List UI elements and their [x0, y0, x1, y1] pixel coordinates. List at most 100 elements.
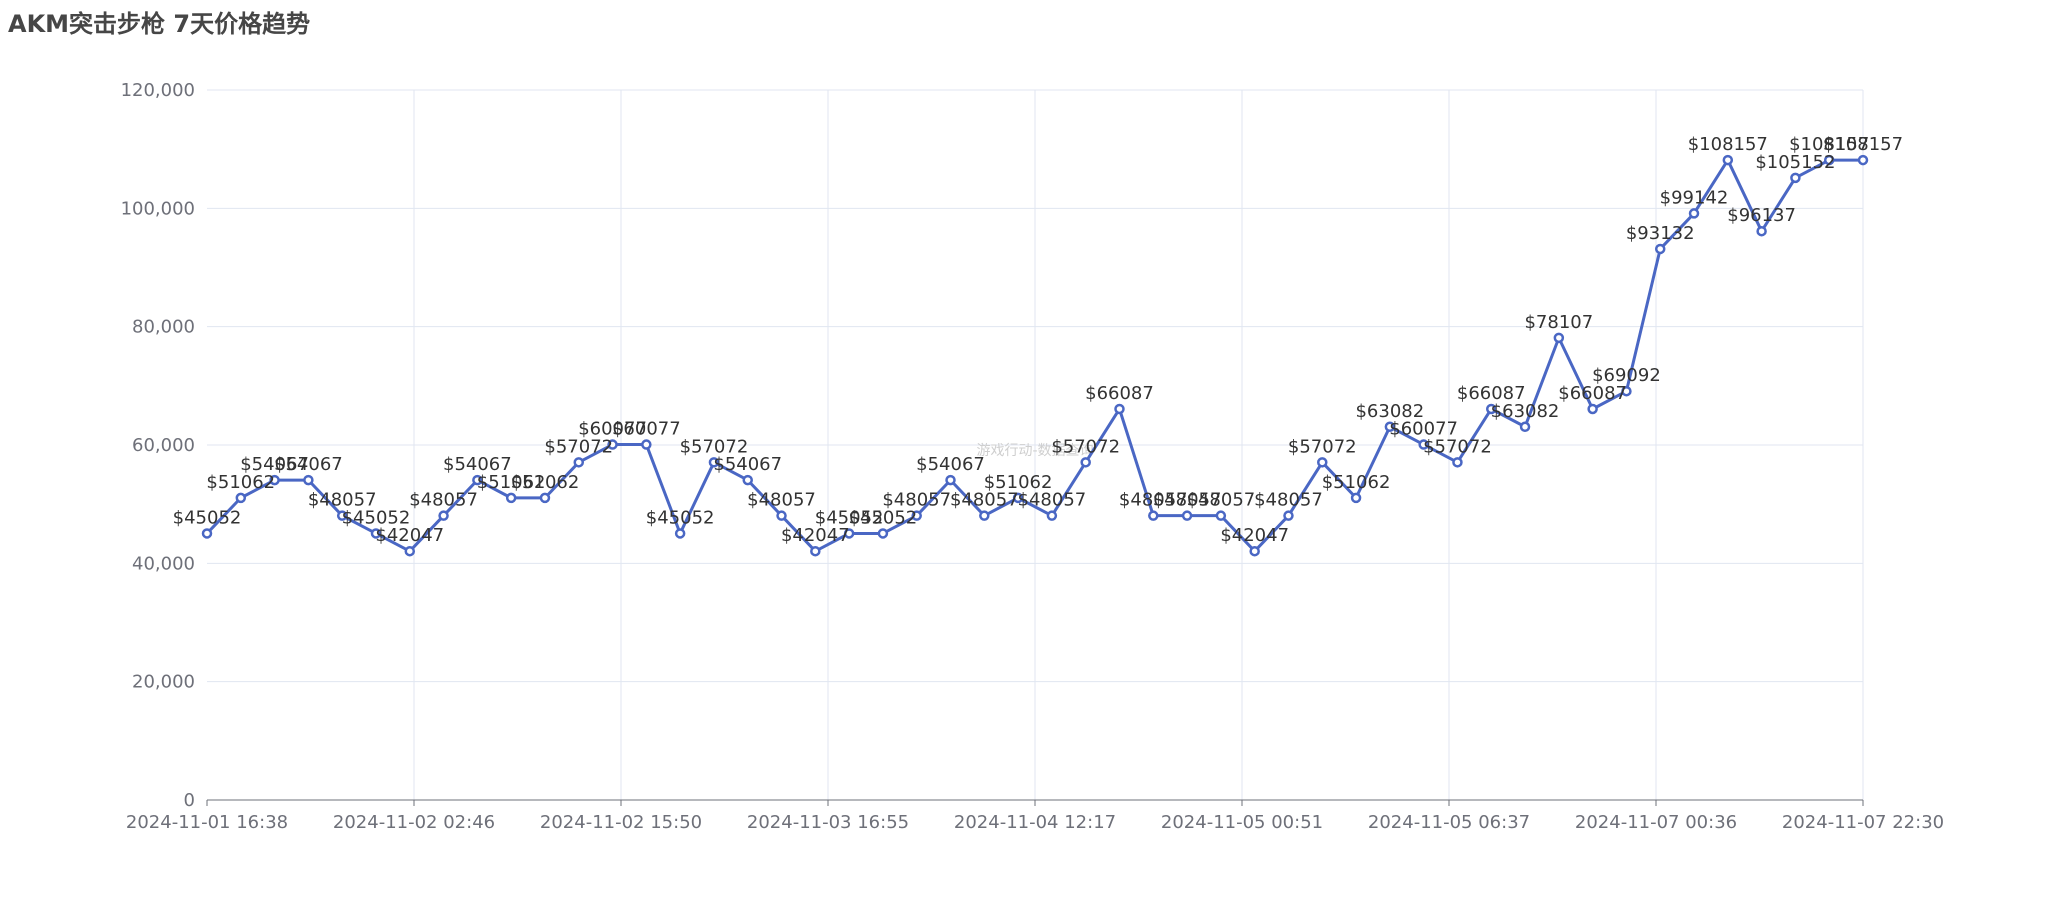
data-point	[1080, 457, 1091, 468]
data-point	[843, 528, 855, 539]
x-tick-label: 2024-11-07 00:36	[1575, 812, 1737, 833]
data-label: $51062	[1322, 472, 1391, 493]
x-tick-label: 2024-11-07 22:30	[1782, 812, 1944, 833]
data-point	[1688, 208, 1700, 219]
data-label: $108157	[1789, 134, 1869, 155]
data-point	[1249, 545, 1260, 557]
x-tick-label: 2024-11-02 02:46	[333, 812, 495, 833]
data-label: $48057	[747, 490, 816, 511]
data-point	[505, 492, 517, 504]
y-tick-label: 120,000	[121, 80, 195, 101]
x-tick-label: 2024-11-02 15:50	[540, 812, 702, 833]
data-label: $78107	[1524, 312, 1593, 333]
data-label: $60077	[612, 419, 681, 440]
data-point	[911, 510, 922, 521]
y-tick-label: 100,000	[121, 198, 195, 219]
data-label: $45052	[815, 507, 884, 528]
data-label: $45052	[646, 507, 715, 528]
data-point	[1756, 225, 1767, 237]
data-point	[370, 528, 382, 539]
y-tick-label: 80,000	[132, 317, 195, 338]
data-labels: $45052$51062$54067$54067$48057$45052$420…	[173, 134, 1903, 546]
data-point	[1722, 154, 1734, 166]
data-label: $48057	[1018, 490, 1087, 511]
data-label: $54067	[916, 454, 985, 475]
data-label: $48057	[1119, 490, 1188, 511]
data-point	[1215, 510, 1227, 521]
chart-title: AKM突击步枪 7天价格趋势	[8, 10, 311, 38]
data-label: $108157	[1688, 134, 1768, 155]
data-point	[1418, 439, 1429, 450]
data-point	[1587, 403, 1598, 415]
data-point	[1181, 510, 1193, 521]
data-label: $63082	[1355, 401, 1424, 422]
data-label: $48057	[308, 490, 377, 511]
data-point	[776, 510, 787, 521]
axes: 0 20,000 40,000 60,000 80,000 100,000 120,000 2…	[121, 80, 1945, 833]
data-label: $48057	[1187, 490, 1256, 511]
data-label: $54067	[274, 454, 343, 475]
data-label: $105152	[1755, 152, 1835, 173]
data-label: $108157	[1823, 134, 1903, 155]
data-point	[607, 439, 618, 450]
data-point	[472, 474, 483, 486]
data-label: $96137	[1727, 205, 1796, 226]
data-label: $57072	[680, 436, 749, 457]
data-point	[573, 457, 585, 468]
data-point	[269, 474, 280, 486]
data-point	[1046, 510, 1058, 521]
data-label: $48057	[882, 490, 951, 511]
data-label: $60077	[578, 419, 647, 440]
data-label: $51062	[984, 472, 1053, 493]
data-point	[877, 528, 889, 539]
data-point	[1654, 243, 1666, 255]
data-label: $45052	[849, 507, 918, 528]
data-point	[303, 474, 314, 486]
data-label: $66087	[1085, 383, 1154, 404]
data-point	[1452, 457, 1463, 468]
data-label: $42047	[781, 525, 850, 546]
x-tick-label: 2024-11-04 12:17	[954, 812, 1116, 833]
data-label: $45052	[342, 507, 411, 528]
data-point	[1823, 154, 1835, 166]
data-label: $99142	[1660, 187, 1729, 208]
data-point	[438, 510, 449, 521]
data-label: $51062	[206, 472, 275, 493]
data-point	[708, 457, 720, 468]
data-label: $57072	[1423, 436, 1492, 457]
grid-lines	[207, 89, 1864, 800]
data-point	[810, 545, 821, 557]
data-point	[1384, 421, 1396, 433]
data-point	[1553, 332, 1565, 344]
data-point	[945, 474, 956, 486]
series	[201, 154, 1869, 557]
y-tick-label: 60,000	[132, 435, 195, 456]
data-point	[1114, 403, 1125, 415]
data-label: $66087	[1558, 383, 1627, 404]
data-label: $48057	[950, 490, 1019, 511]
data-point	[1857, 154, 1869, 166]
watermark: 游戏行动-数据查询	[976, 443, 1093, 459]
data-label: $57072	[1288, 436, 1357, 457]
data-label: $48057	[1254, 490, 1323, 511]
data-point	[201, 528, 213, 539]
data-label: $48057	[1153, 490, 1222, 511]
data-label: $54067	[713, 454, 782, 475]
data-point	[1485, 403, 1497, 415]
data-label: $60077	[1389, 419, 1458, 440]
x-tick-label: 2024-11-05 00:51	[1161, 812, 1323, 833]
x-tick-label: 2024-11-03 16:55	[747, 812, 909, 833]
data-point	[674, 528, 686, 539]
y-tick-label: 40,000	[132, 553, 195, 574]
data-point	[1519, 421, 1531, 433]
data-point	[336, 510, 348, 521]
data-label: $51062	[477, 472, 546, 493]
data-point	[742, 474, 753, 486]
data-label: $57072	[544, 436, 613, 457]
data-point	[1350, 492, 1362, 504]
data-point	[539, 492, 551, 504]
data-point	[1317, 457, 1328, 468]
data-label: $66087	[1457, 383, 1526, 404]
data-label: $93132	[1626, 223, 1695, 244]
